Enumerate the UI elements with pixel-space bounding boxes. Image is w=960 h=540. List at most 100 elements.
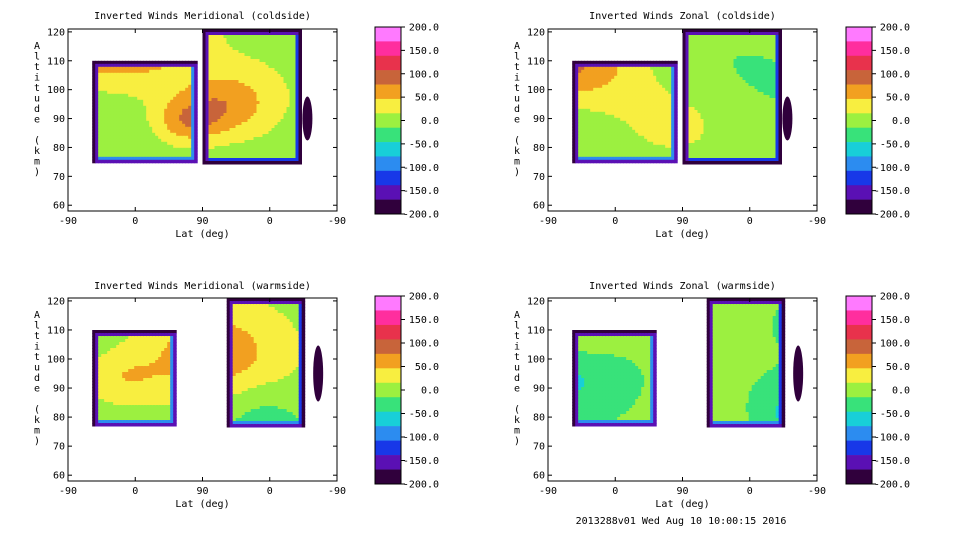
contour-cell <box>724 116 728 120</box>
contour-cell <box>98 81 102 86</box>
contour-cell <box>214 116 218 120</box>
contour-cell <box>220 140 224 144</box>
contour-cell <box>265 137 269 141</box>
contour-cell <box>736 41 740 45</box>
contour-cell <box>229 155 233 159</box>
contour-cell <box>277 89 281 93</box>
contour-cell <box>742 161 746 165</box>
contour-cell <box>244 59 248 63</box>
contour-cell <box>608 111 612 116</box>
contour-cell <box>146 144 150 149</box>
contour-cell <box>700 152 704 156</box>
contour-cell <box>113 144 117 149</box>
contour-cell <box>143 123 147 128</box>
contour-cell <box>295 161 299 165</box>
contour-cell <box>581 111 585 116</box>
contour-cell <box>706 140 710 144</box>
contour-cell <box>590 117 594 122</box>
contour-cell <box>608 144 612 149</box>
contour-cell <box>295 146 299 150</box>
contour-cell <box>194 72 198 77</box>
contour-cell <box>179 99 183 104</box>
contour-cell <box>298 143 302 147</box>
contour-cell <box>611 69 615 74</box>
contour-cell <box>724 101 728 105</box>
contour-cell <box>202 140 206 144</box>
contour-cell <box>697 104 701 108</box>
contour-cell <box>191 111 195 116</box>
contour-cell <box>590 141 594 146</box>
contour-cell <box>638 108 642 113</box>
contour-cell <box>730 56 734 60</box>
contour-cell <box>602 111 606 116</box>
contour-cell <box>92 99 96 104</box>
contour-cell <box>662 87 666 92</box>
contour-cell <box>208 53 212 57</box>
contour-cell <box>161 69 165 74</box>
contour-cell <box>232 95 236 99</box>
contour-cell <box>665 144 669 149</box>
contour-cell <box>733 62 737 66</box>
contour-cell <box>247 50 251 54</box>
contour-cell <box>152 60 156 65</box>
contour-cell <box>220 62 224 66</box>
contour-cell <box>614 108 618 113</box>
contour-cell <box>718 104 722 108</box>
contour-cell <box>724 149 728 153</box>
contour-cell <box>688 41 692 45</box>
contour-cell <box>709 53 713 57</box>
contour-cell <box>706 53 710 57</box>
contour-cell <box>229 137 233 141</box>
contour-cell <box>220 29 224 33</box>
contour-cell <box>736 116 740 120</box>
contour-cell <box>113 78 117 83</box>
contour-cell <box>602 102 606 107</box>
contour-cell <box>641 129 645 134</box>
contour-cell <box>110 105 114 110</box>
contour-cell <box>605 150 609 155</box>
contour-cell <box>110 153 114 158</box>
contour-cell <box>739 149 743 153</box>
contour-cell <box>208 143 212 147</box>
contour-cell <box>739 65 743 69</box>
contour-cell <box>143 135 147 140</box>
contour-cell <box>745 161 749 165</box>
contour-cell <box>158 129 162 134</box>
contour-cell <box>685 125 689 129</box>
contour-cell <box>113 126 117 131</box>
contour-cell <box>125 60 129 65</box>
contour-cell <box>250 131 254 135</box>
contour-cell <box>214 155 218 159</box>
contour-cell <box>185 63 189 68</box>
contour-cell <box>650 150 654 155</box>
contour-cell <box>223 128 227 132</box>
contour-cell <box>268 158 272 162</box>
contour-cell <box>277 71 281 75</box>
contour-cell <box>152 141 156 146</box>
contour-cell <box>295 155 299 159</box>
contour-cell <box>289 98 293 102</box>
contour-cell <box>137 72 141 77</box>
contour-cell <box>182 111 186 116</box>
contour-cell <box>298 56 302 60</box>
contour-cell <box>742 32 746 36</box>
contour-cell <box>208 74 212 78</box>
contour-cell <box>587 129 591 134</box>
contour-cell <box>259 59 263 63</box>
contour-cell <box>596 117 600 122</box>
contour-cell <box>113 156 117 161</box>
contour-cell <box>173 60 177 65</box>
contour-cell <box>205 113 209 117</box>
contour-cell <box>715 137 719 141</box>
contour-cell <box>626 99 630 104</box>
contour-cell <box>671 60 675 65</box>
contour-cell <box>289 113 293 117</box>
contour-cell <box>611 75 615 80</box>
contour-cell <box>107 108 111 113</box>
contour-cell <box>188 132 192 137</box>
contour-cell <box>671 69 675 74</box>
contour-cell <box>730 158 734 162</box>
contour-cell <box>208 44 212 48</box>
contour-cell <box>143 108 147 113</box>
contour-cell <box>748 146 752 150</box>
